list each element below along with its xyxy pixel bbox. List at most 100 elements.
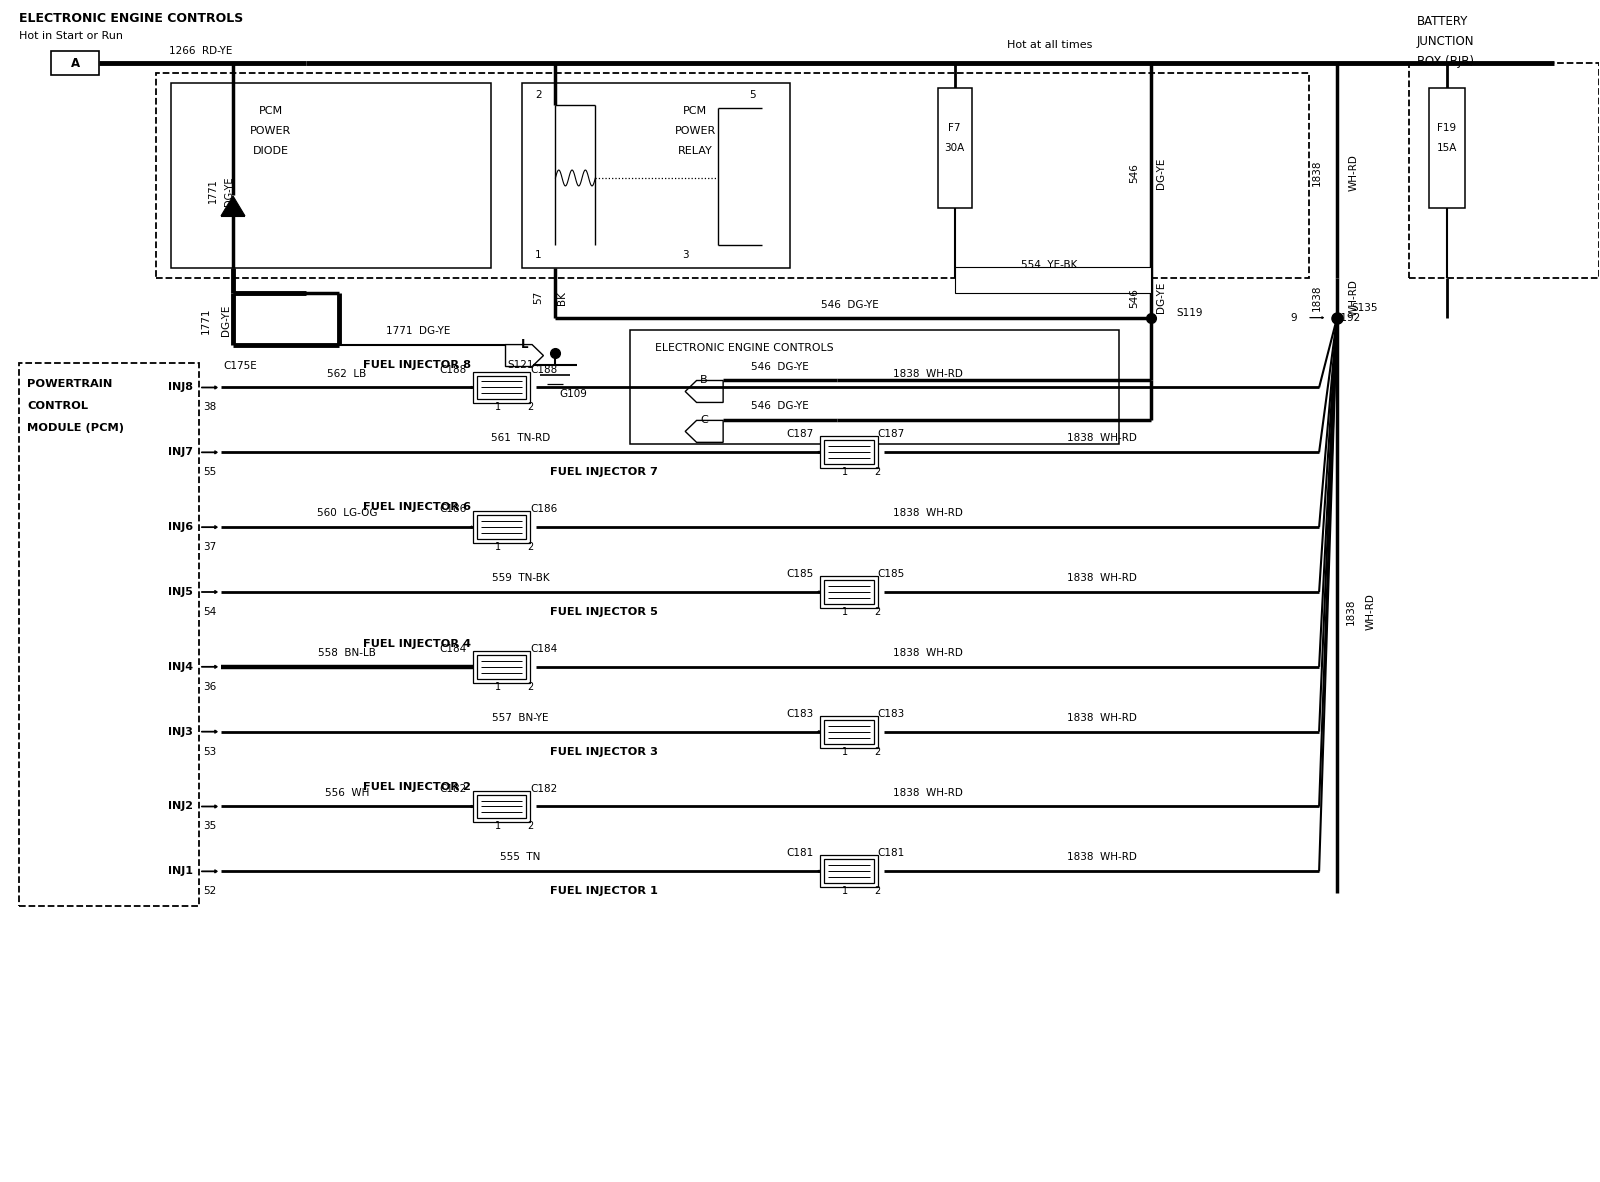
Text: B: B [701, 376, 707, 385]
Text: L: L [520, 338, 528, 351]
Text: 1: 1 [494, 543, 501, 552]
Text: 2: 2 [528, 682, 533, 691]
Bar [477, 794, 526, 818]
Text: C181: C181 [878, 849, 906, 858]
Text: 1771: 1771 [202, 307, 211, 333]
Text: 1838: 1838 [1312, 285, 1322, 311]
Text: POWER: POWER [675, 126, 715, 136]
Text: C183: C183 [787, 709, 814, 719]
Text: 2: 2 [875, 467, 882, 478]
Bar [1410, 64, 1598, 278]
Text: 15A: 15A [1437, 143, 1458, 152]
Text: 30A: 30A [944, 143, 965, 152]
Text: 1838: 1838 [1346, 599, 1357, 625]
Text: C184: C184 [440, 644, 467, 654]
Bar [955, 267, 1152, 293]
Text: C175E: C175E [222, 361, 256, 370]
Text: 1838  WH-RD: 1838 WH-RD [893, 369, 963, 378]
Text: 1: 1 [494, 682, 501, 691]
Text: C182: C182 [531, 784, 558, 793]
Text: FUEL INJECTOR 4: FUEL INJECTOR 4 [363, 639, 470, 649]
Text: 2: 2 [528, 821, 533, 831]
Text: C182: C182 [440, 784, 467, 793]
Bar [819, 436, 878, 468]
Text: FUEL INJECTOR 3: FUEL INJECTOR 3 [550, 747, 659, 756]
Text: INJ7: INJ7 [168, 447, 194, 457]
Text: PCM: PCM [259, 106, 283, 116]
Bar [477, 515, 526, 539]
Text: INJ3: INJ3 [168, 727, 194, 736]
Text: FUEL INJECTOR 1: FUEL INJECTOR 1 [550, 886, 658, 896]
Text: C184: C184 [531, 644, 558, 654]
Text: 1266  RD-YE: 1266 RD-YE [170, 46, 232, 57]
Text: C186: C186 [531, 505, 558, 514]
Text: 9: 9 [1291, 313, 1298, 323]
Text: C185: C185 [878, 569, 906, 579]
Text: C183: C183 [878, 709, 906, 719]
Text: INJ2: INJ2 [168, 801, 194, 812]
Text: DG-YE: DG-YE [224, 176, 234, 206]
Text: 560  LG-OG: 560 LG-OG [317, 508, 378, 518]
Text: 52: 52 [203, 886, 216, 896]
Text: 557  BN-YE: 557 BN-YE [493, 713, 549, 722]
Text: 2: 2 [534, 90, 542, 100]
Text: 1838  WH-RD: 1838 WH-RD [893, 508, 963, 518]
Text: C185: C185 [787, 569, 814, 579]
Text: FUEL INJECTOR 2: FUEL INJECTOR 2 [363, 781, 470, 792]
Text: 1771: 1771 [208, 178, 218, 203]
Bar [51, 51, 99, 76]
Bar [171, 83, 491, 268]
Text: WH-RD: WH-RD [1366, 593, 1376, 630]
Text: 1838  WH-RD: 1838 WH-RD [893, 648, 963, 658]
Bar [472, 371, 531, 403]
Text: G109: G109 [560, 389, 587, 400]
Text: 53: 53 [203, 747, 216, 756]
Bar [472, 511, 531, 543]
Text: S121: S121 [507, 359, 534, 370]
Text: 1: 1 [842, 606, 848, 617]
Text: DIODE: DIODE [253, 147, 290, 156]
Text: 555  TN: 555 TN [501, 852, 541, 863]
Text: 2: 2 [875, 747, 882, 756]
Text: 562  LB: 562 LB [326, 369, 366, 378]
Text: 2: 2 [528, 543, 533, 552]
Text: 559  TN-BK: 559 TN-BK [491, 573, 549, 583]
Text: 558  BN-LB: 558 BN-LB [318, 648, 376, 658]
Text: C188: C188 [531, 364, 558, 375]
Text: S135: S135 [1352, 303, 1378, 313]
Text: 1838  WH-RD: 1838 WH-RD [1067, 852, 1136, 863]
Text: 546  DG-YE: 546 DG-YE [750, 362, 810, 371]
Text: 5: 5 [749, 90, 755, 100]
Text: 2: 2 [875, 606, 882, 617]
Bar [824, 720, 874, 743]
Text: 1: 1 [534, 249, 542, 260]
Bar [824, 580, 874, 604]
Text: 36: 36 [203, 682, 216, 691]
Text: DG-YE: DG-YE [221, 305, 230, 337]
Bar [819, 856, 878, 888]
Text: F7: F7 [949, 123, 962, 134]
Bar [819, 716, 878, 748]
Text: PCM: PCM [683, 106, 707, 116]
Text: JUNCTION: JUNCTION [1418, 34, 1475, 47]
Text: CONTROL: CONTROL [27, 402, 88, 411]
Bar [477, 655, 526, 678]
Text: 1771  DG-YE: 1771 DG-YE [387, 325, 451, 336]
Bar [523, 83, 790, 268]
Text: 1: 1 [842, 467, 848, 478]
Polygon shape [221, 196, 245, 216]
Text: C181: C181 [787, 849, 814, 858]
Text: FUEL INJECTOR 8: FUEL INJECTOR 8 [363, 359, 470, 370]
Bar [819, 576, 878, 608]
Text: 1: 1 [494, 821, 501, 831]
Text: BK: BK [557, 291, 568, 305]
Text: 1838: 1838 [1312, 160, 1322, 187]
Text: DG-YE: DG-YE [1157, 157, 1166, 189]
Text: POWER: POWER [250, 126, 291, 136]
Text: 35: 35 [203, 821, 216, 831]
Text: 37: 37 [203, 543, 216, 552]
Bar [824, 441, 874, 465]
Text: 554  YE-BK: 554 YE-BK [1021, 260, 1078, 269]
Text: POWERTRAIN: POWERTRAIN [27, 379, 112, 390]
Text: 546: 546 [1130, 163, 1139, 183]
